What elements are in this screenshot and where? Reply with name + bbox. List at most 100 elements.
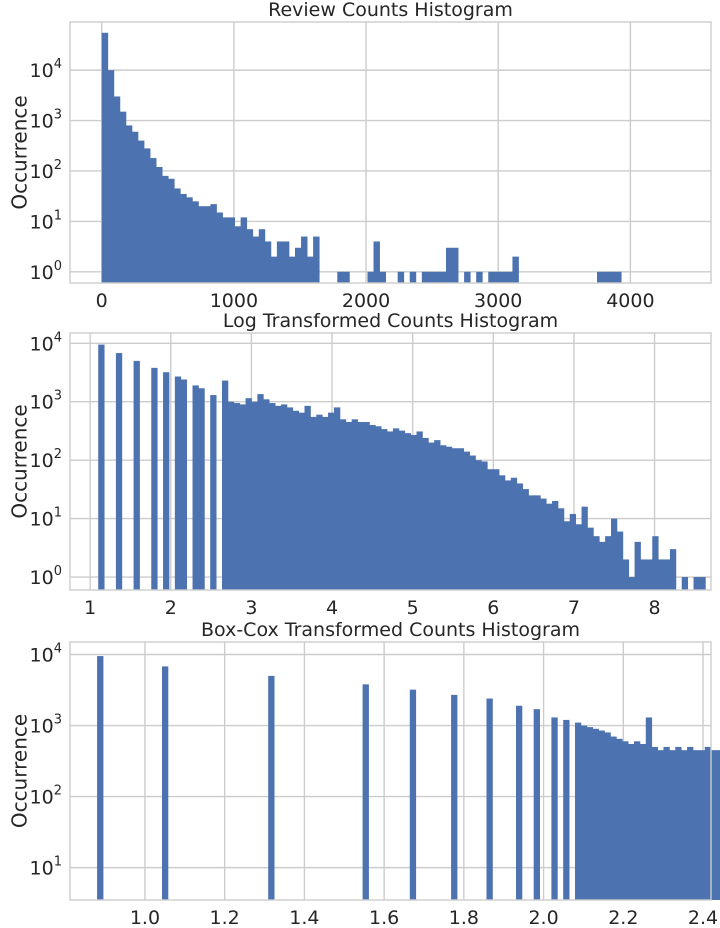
- histogram-bar: [234, 226, 242, 283]
- chart-title: Box-Cox Transformed Counts Histogram: [201, 619, 580, 641]
- histogram-bar: [264, 241, 272, 283]
- y-tick-label: 104: [30, 330, 62, 355]
- histogram-bar: [162, 175, 169, 283]
- histogram-bar: [210, 395, 217, 590]
- histogram-bar: [646, 559, 653, 590]
- histogram-bar: [439, 271, 447, 283]
- histogram-bar: [481, 461, 488, 590]
- histogram-bar: [398, 430, 406, 590]
- histogram-bar: [515, 705, 523, 900]
- histogram-bar: [404, 433, 412, 590]
- histogram-bar: [633, 741, 641, 900]
- histogram-bar: [257, 394, 264, 590]
- histogram-bar: [580, 725, 588, 900]
- histogram-bar: [310, 416, 317, 590]
- histogram-bar: [664, 559, 671, 590]
- histogram-bar: [486, 698, 493, 900]
- histogram-bar: [192, 385, 199, 590]
- histogram-bar: [97, 656, 104, 900]
- y-tick-label: 102: [30, 784, 62, 809]
- histogram-bar: [534, 495, 541, 590]
- histogram-bar: [587, 527, 594, 590]
- histogram-bar: [113, 96, 121, 284]
- histogram-bar: [563, 719, 570, 900]
- chart-title: Log Transformed Counts Histogram: [223, 310, 558, 332]
- y-tick-label: 101: [30, 855, 62, 880]
- histogram-bar: [294, 247, 302, 283]
- histogram-bar: [282, 241, 290, 283]
- histogram-bar: [387, 431, 394, 590]
- histogram-bar: [445, 247, 453, 283]
- histogram-bar: [657, 750, 664, 900]
- histogram-bar: [692, 750, 700, 900]
- histogram-bar: [687, 746, 694, 900]
- x-tick-label: 2: [165, 597, 177, 619]
- histogram-bar: [416, 431, 423, 590]
- histogram-bar: [516, 483, 523, 590]
- histogram-bar: [163, 372, 170, 590]
- histogram-bar: [475, 460, 482, 590]
- histogram-bar: [551, 717, 558, 900]
- histogram-bar: [445, 446, 453, 590]
- x-tick-label: 1000: [210, 290, 258, 312]
- histogram-bar: [233, 403, 241, 590]
- histogram-bar: [469, 455, 476, 590]
- histogram-bar: [512, 256, 519, 283]
- histogram-bar: [251, 401, 258, 590]
- histogram-bar: [476, 271, 483, 283]
- histogram-bar: [622, 741, 629, 900]
- histogram-bar: [258, 229, 266, 283]
- histogram-bar: [252, 236, 260, 283]
- histogram-bar: [298, 412, 305, 590]
- histogram-bar: [710, 750, 717, 900]
- log-transformed-panel: 1 2 3 4 5 6 7 8 100 101 102 103 104 Log Transformed…: [8, 310, 712, 619]
- histogram-bar: [634, 541, 641, 590]
- histogram-bar: [499, 475, 506, 590]
- histogram-bar: [652, 536, 659, 590]
- histogram-bar: [488, 271, 495, 283]
- x-tick-label: 2.4: [688, 907, 718, 928]
- histogram-bar: [699, 577, 706, 590]
- histogram-bar: [316, 414, 323, 590]
- histogram-bar: [581, 506, 588, 590]
- histogram-bar: [452, 247, 459, 283]
- histogram-bar: [216, 212, 223, 283]
- histogram-bar: [373, 241, 380, 283]
- histogram-bar: [504, 480, 512, 590]
- histogram-bar: [575, 524, 582, 590]
- histogram-bar: [367, 271, 374, 283]
- histogram-bar: [268, 675, 275, 900]
- histogram-bar: [510, 477, 518, 590]
- histogram-bar: [397, 271, 405, 283]
- y-tick-label: 103: [30, 389, 62, 414]
- histogram-bar: [487, 469, 494, 590]
- histogram-bar: [645, 717, 653, 900]
- histogram-bar: [343, 271, 350, 283]
- histogram-bar: [540, 498, 547, 590]
- histogram-bar: [246, 229, 254, 283]
- x-tick-label: 1.8: [449, 907, 479, 928]
- histogram-bar: [586, 727, 594, 900]
- y-tick-label: 102: [30, 158, 62, 183]
- histogram-bar: [628, 743, 635, 900]
- histogram-bar: [288, 256, 296, 283]
- histogram-bar: [276, 241, 284, 283]
- histogram-bar: [227, 401, 235, 590]
- histogram-bar: [605, 536, 612, 590]
- histogram-bar: [451, 694, 458, 900]
- histogram-bar: [133, 360, 140, 590]
- histogram-bar: [409, 689, 417, 900]
- x-tick-label: 3000: [474, 290, 522, 312]
- box-cox-panel: 1.0 1.2 1.4 1.6 1.8 2.0 2.2 2.4 101 102 103 104 Bo…: [8, 619, 720, 928]
- histogram-bar: [604, 732, 611, 900]
- histogram-bar: [269, 403, 276, 590]
- x-tick-label: 2.2: [608, 907, 638, 928]
- histogram-bar: [313, 236, 320, 283]
- histogram-bar: [421, 271, 429, 283]
- x-tick-label: 0: [96, 290, 108, 312]
- histogram-bar: [143, 148, 151, 283]
- x-tick-label: 3: [245, 597, 257, 619]
- x-tick-label: 1.6: [369, 907, 399, 928]
- histogram-bar: [150, 158, 157, 283]
